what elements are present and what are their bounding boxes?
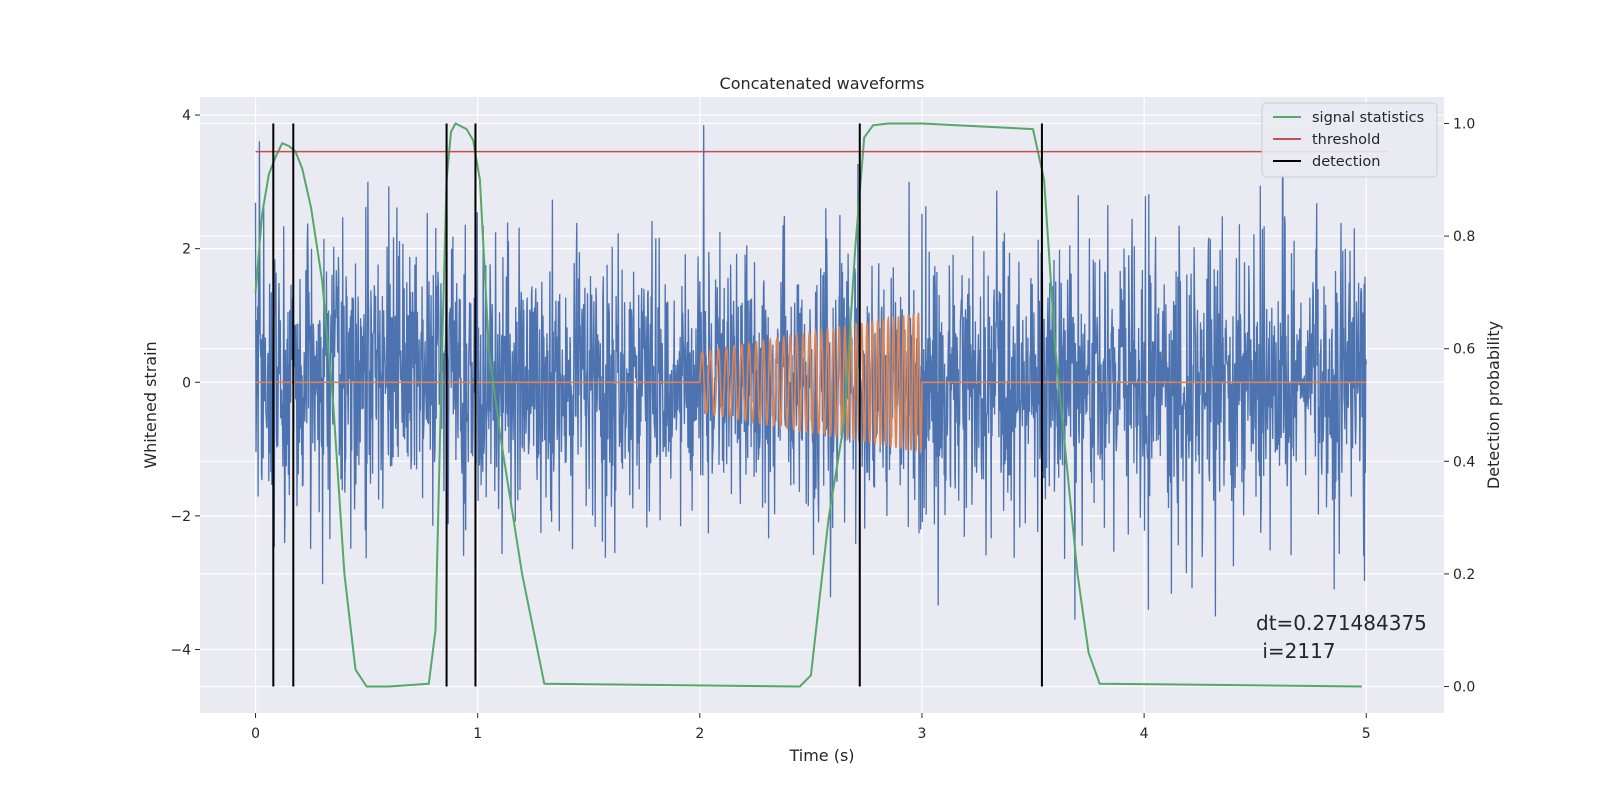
y-tick-label-4: 4 [182, 108, 191, 124]
x-tick-label-3: 3 [918, 726, 927, 742]
legend-box [1261, 102, 1438, 178]
detection-series [272, 123, 1043, 687]
y-tick-label-3: 2 [182, 242, 191, 258]
annotation-dt: dt=0.271484375 [1256, 611, 1427, 635]
y2-tick-label-2: 0.4 [1453, 454, 1475, 470]
x-tick-label-1: 1 [473, 726, 482, 742]
y2-tick-label-4: 0.8 [1453, 229, 1475, 245]
grid [200, 97, 1444, 713]
legend-label-threshold: threshold [1312, 132, 1380, 148]
x-axis-title: Time (s) [788, 746, 854, 765]
template-series [255, 312, 1367, 455]
legend: signal statistics threshold detection [1261, 102, 1438, 178]
y2-tick-label-0: 0.0 [1453, 680, 1475, 696]
y-tick-label-2: 0 [182, 375, 191, 391]
x-tick-label-4: 4 [1140, 726, 1149, 742]
x-tick-label-2: 2 [695, 726, 704, 742]
legend-label-detection: detection [1312, 154, 1380, 170]
x-tick-label-5: 5 [1362, 726, 1371, 742]
legend-label-signal-statistics: signal statistics [1312, 110, 1424, 126]
signal-statistics-line [254, 122, 1362, 688]
chart-title: Concatenated waveforms [720, 74, 925, 93]
y-axis-title: Whitened strain [141, 341, 160, 468]
y2-tick-label-5: 1.0 [1453, 116, 1475, 132]
y-tick-label-0: −4 [170, 643, 191, 659]
y2-tick-label-3: 0.6 [1453, 342, 1475, 358]
axes: 0 1 2 3 4 5 −4 −2 0 2 4 0.0 0.2 0.4 0.6 0.8 1.0 [170, 108, 1475, 742]
template-line [255, 312, 1367, 455]
statistic-series [254, 122, 1362, 688]
y2-axis-title: Detection probability [1484, 321, 1503, 489]
x-tick-label-0: 0 [251, 726, 260, 742]
annotation-i: i=2117 [1256, 639, 1336, 663]
y-tick-label-1: −2 [170, 509, 191, 525]
y2-tick-label-1: 0.2 [1453, 567, 1475, 583]
